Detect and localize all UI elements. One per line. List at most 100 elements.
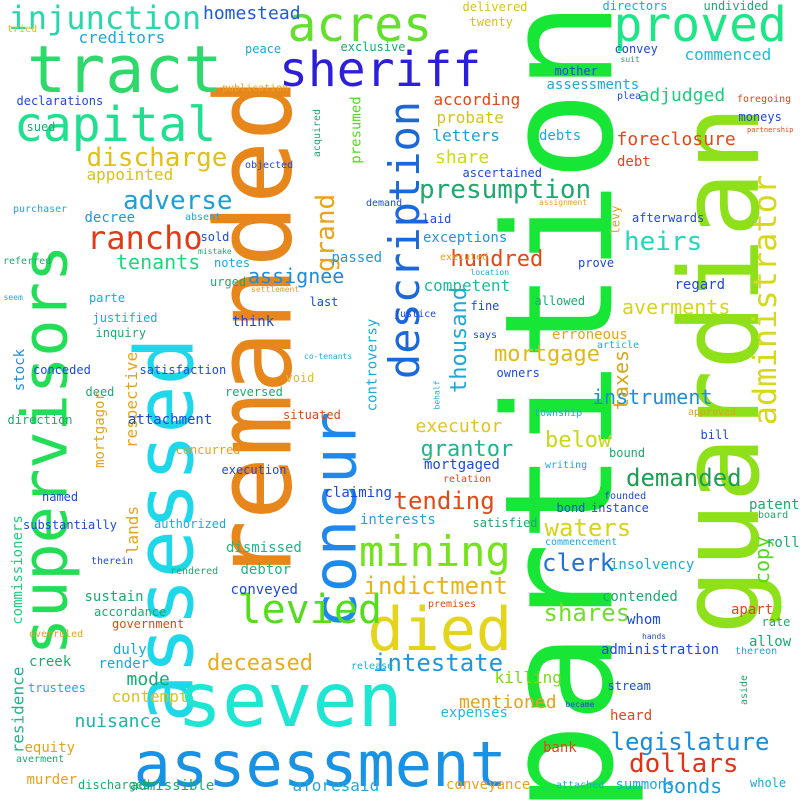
word-tract: tract xyxy=(27,32,223,108)
word-passed: passed xyxy=(331,250,383,266)
word-justice: justice xyxy=(394,309,437,320)
word-controversy: controversy xyxy=(363,318,380,412)
word-overruled: overruled xyxy=(29,629,84,640)
word-delivered: delivered xyxy=(462,0,528,14)
word-shares: shares xyxy=(543,599,631,627)
word-mother: mother xyxy=(554,64,598,78)
word-satisfaction: satisfaction xyxy=(139,363,227,377)
word-foreclosure: foreclosure xyxy=(616,129,736,150)
word-executed: executed xyxy=(440,252,489,263)
word-township: township xyxy=(534,408,583,419)
word-rate: rate xyxy=(761,615,791,629)
word-patent: patent xyxy=(749,497,800,513)
word-administrator: administrator xyxy=(746,174,785,426)
word-waters: waters xyxy=(544,514,632,542)
word-sued: sued xyxy=(26,120,56,134)
word-aforesaid: aforesaid xyxy=(292,776,380,795)
word-capital: capital xyxy=(14,97,217,153)
word-became: became xyxy=(565,700,595,709)
word-levied: levied xyxy=(237,587,383,633)
word-debt: debt xyxy=(617,154,651,170)
word-absent: absent xyxy=(185,212,222,223)
word-hundred: hundred xyxy=(450,247,544,272)
word-justified: justified xyxy=(92,311,158,325)
word-hands: hands xyxy=(642,632,667,641)
word-commenced: commenced xyxy=(684,45,772,64)
word-apart: apart xyxy=(731,602,774,618)
word-relation: relation xyxy=(443,474,492,485)
word-insolvency: insolvency xyxy=(610,557,695,573)
word-exclusive: exclusive xyxy=(340,40,406,54)
word-levy: levy xyxy=(607,205,622,235)
word-murder: murder xyxy=(26,772,78,788)
word-moneys: moneys xyxy=(738,110,782,124)
word-mining: mining xyxy=(359,527,511,576)
word-mentioned: mentioned xyxy=(459,692,557,713)
word-letters: letters xyxy=(432,126,500,145)
word-averments: averments xyxy=(622,295,731,319)
word-died: died xyxy=(367,595,513,665)
word-notes: notes xyxy=(214,256,251,270)
word-fine: fine xyxy=(470,299,500,313)
word-equity: equity xyxy=(24,740,76,756)
word-heard: heard xyxy=(610,708,653,724)
word-mortgage: mortgage xyxy=(494,342,600,367)
word-location: location xyxy=(470,268,510,277)
word-conceded: conceded xyxy=(33,363,91,377)
word-aside: aside xyxy=(739,674,751,706)
word-government: government xyxy=(112,617,185,631)
word-contended: contended xyxy=(602,589,678,605)
word-legislature: legislature xyxy=(610,728,770,756)
word-demanded: demanded xyxy=(626,464,742,492)
word-bill: bill xyxy=(700,428,730,442)
word-regard: regard xyxy=(674,277,726,293)
word-founded: founded xyxy=(604,491,647,502)
word-averment: averment xyxy=(16,754,65,765)
word-duly: duly xyxy=(113,642,147,658)
word-named: named xyxy=(42,490,79,504)
word-void: void xyxy=(285,371,315,385)
word-creditors: creditors xyxy=(78,28,166,47)
word-situated: situated xyxy=(283,408,341,422)
word-prove: prove xyxy=(578,256,615,270)
word-purchaser: purchaser xyxy=(13,204,68,215)
word-mistake: mistake xyxy=(198,247,232,256)
word-execution: execution xyxy=(221,463,287,477)
word-assignee: assignee xyxy=(248,264,345,288)
word-ascertained: ascertained xyxy=(462,166,542,180)
word-seven: seven xyxy=(177,655,403,744)
word-authorized: authorized xyxy=(154,517,227,531)
word-sustain: sustain xyxy=(84,589,144,605)
word-presumption: presumption xyxy=(419,175,592,205)
word-afterwards: afterwards xyxy=(632,211,705,225)
word-discharged: discharged xyxy=(78,778,151,792)
word-tending: tending xyxy=(393,487,495,515)
word-publication: publication xyxy=(222,83,289,94)
word-concurred: concurred xyxy=(175,443,241,457)
word-release: release xyxy=(351,661,394,672)
word-conveyance: conveyance xyxy=(446,777,531,793)
word-acres: acres xyxy=(287,0,433,53)
word-heirs: heirs xyxy=(624,227,703,257)
word-roll: roll xyxy=(766,535,800,551)
word-dismissed: dismissed xyxy=(226,540,302,556)
word-creek: creek xyxy=(29,654,72,670)
word-assignment: assignment xyxy=(539,198,588,207)
word-sold: sold xyxy=(200,230,230,244)
word-grantor: grantor xyxy=(420,437,514,462)
word-suit: suit xyxy=(620,55,640,64)
word-tried: tried xyxy=(7,24,38,35)
word-co-tenants: co-tenants xyxy=(304,352,353,361)
word-approved: approved xyxy=(688,407,737,418)
word-competent: competent xyxy=(423,276,511,295)
word-demand: demand xyxy=(366,198,403,209)
word-share: share xyxy=(435,147,490,168)
word-homestead: homestead xyxy=(203,3,301,24)
word-commencement: commencement xyxy=(545,537,618,548)
word-deceased: deceased xyxy=(207,651,313,676)
word-last: last xyxy=(309,295,339,309)
word-substantially: substantially xyxy=(23,518,117,532)
word-acquired: acquired xyxy=(312,108,324,158)
word-clerk: clerk xyxy=(542,549,615,577)
word-laid: laid xyxy=(422,212,452,226)
